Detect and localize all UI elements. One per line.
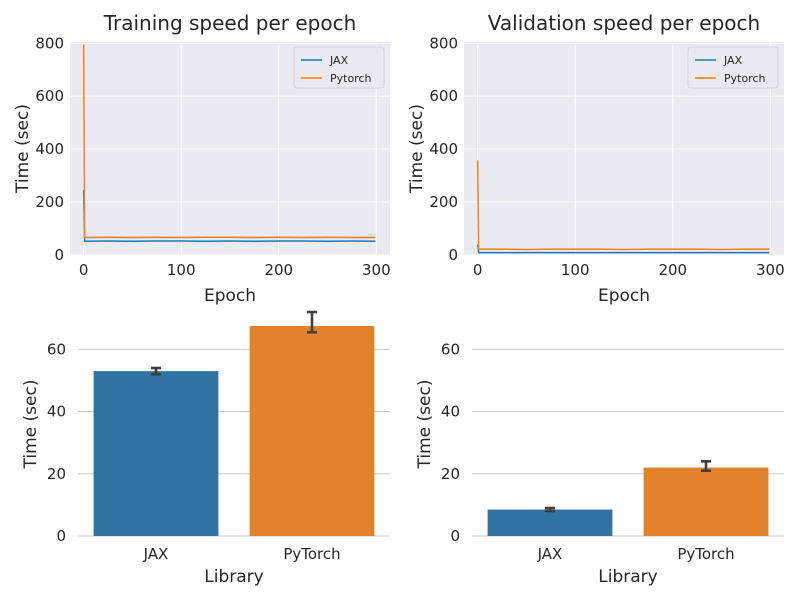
y-tick-label: 200 bbox=[429, 193, 458, 211]
x-axis-label: Epoch bbox=[598, 286, 650, 306]
series-line-pytorch bbox=[476, 160, 770, 251]
legend-label: Pytorch bbox=[330, 72, 372, 85]
chart-title: Validation speed per epoch bbox=[488, 11, 760, 35]
y-tick-label: 20 bbox=[47, 465, 66, 483]
y-tick-label: 0 bbox=[448, 246, 458, 264]
y-axis-label: Time (sec) bbox=[407, 104, 427, 194]
train-line-chart: 0 100 200 300 0 200 400 600 800 Training speed pe… bbox=[13, 11, 391, 306]
x-tick-label: 300 bbox=[756, 261, 785, 279]
legend-label: JAX bbox=[329, 54, 349, 67]
y-tick-label: 20 bbox=[441, 465, 460, 483]
y-tick-label: 40 bbox=[441, 403, 460, 421]
series-line-jax bbox=[476, 244, 770, 254]
y-tick-label: 200 bbox=[35, 193, 64, 211]
y-tick-label: 400 bbox=[35, 140, 64, 158]
chart-title: Training speed per epoch bbox=[103, 11, 357, 35]
y-axis-label: Time (sec) bbox=[415, 380, 435, 470]
train-bar-chart: JAX PyTorch 0 20 40 60 Library Time (sec) bbox=[21, 310, 390, 587]
x-tick-label: 0 bbox=[79, 261, 89, 279]
x-tick-label: JAX bbox=[537, 545, 563, 563]
bar-jax bbox=[93, 371, 219, 536]
y-tick-label: 0 bbox=[450, 527, 460, 545]
y-tick-label: 400 bbox=[429, 140, 458, 158]
series-line-jax bbox=[82, 190, 376, 242]
legend-label: JAX bbox=[723, 54, 743, 67]
x-tick-label: 100 bbox=[561, 261, 590, 279]
y-axis-label: Time (sec) bbox=[21, 380, 41, 470]
y-tick-label: 60 bbox=[441, 340, 460, 358]
y-tick-label: 40 bbox=[47, 403, 66, 421]
x-axis-label: Library bbox=[204, 567, 263, 587]
x-tick-label: PyTorch bbox=[677, 545, 734, 563]
y-tick-label: 600 bbox=[35, 87, 64, 105]
legend-label: Pytorch bbox=[724, 72, 766, 85]
bar-pytorch bbox=[643, 467, 769, 536]
x-tick-label: PyTorch bbox=[283, 545, 340, 563]
bar-jax bbox=[487, 509, 613, 536]
y-tick-label: 600 bbox=[429, 87, 458, 105]
y-tick-label: 800 bbox=[35, 34, 64, 52]
x-tick-label: 0 bbox=[473, 261, 483, 279]
x-axis-label: Library bbox=[598, 567, 657, 587]
series-line-pytorch bbox=[82, 44, 376, 239]
y-tick-label: 0 bbox=[56, 527, 66, 545]
y-tick-label: 0 bbox=[54, 246, 64, 264]
val-line-chart: 0 100 200 300 0 200 400 600 800 Validation speed … bbox=[407, 11, 785, 306]
x-tick-label: 200 bbox=[658, 261, 687, 279]
x-axis-label: Epoch bbox=[204, 286, 256, 306]
y-tick-label: 800 bbox=[429, 34, 458, 52]
bar-pytorch bbox=[249, 326, 375, 536]
y-axis-label: Time (sec) bbox=[13, 104, 33, 194]
y-tick-label: 60 bbox=[47, 340, 66, 358]
x-tick-label: JAX bbox=[143, 545, 169, 563]
x-tick-label: 200 bbox=[264, 261, 293, 279]
x-tick-label: 100 bbox=[167, 261, 196, 279]
x-tick-label: 300 bbox=[362, 261, 391, 279]
val-bar-chart: JAX PyTorch 0 20 40 60 Library Time (sec) bbox=[415, 340, 784, 587]
